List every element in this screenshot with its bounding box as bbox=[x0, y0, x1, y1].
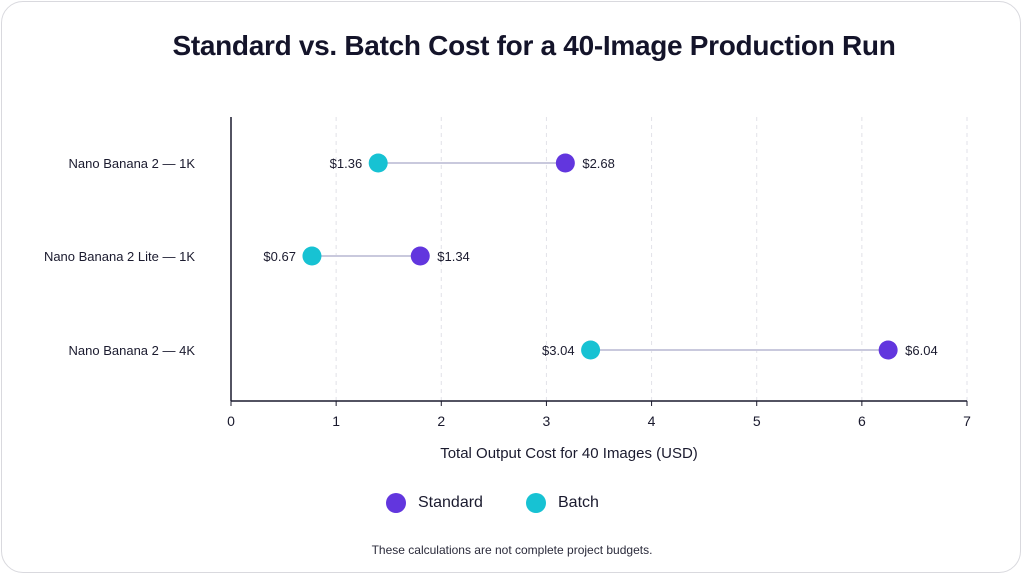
category-label: Nano Banana 2 — 4K bbox=[69, 343, 196, 358]
x-tick-label: 6 bbox=[858, 413, 866, 429]
x-tick-label: 4 bbox=[648, 413, 656, 429]
x-axis-title: Total Output Cost for 40 Images (USD) bbox=[440, 445, 698, 462]
x-tick-label: 0 bbox=[227, 413, 235, 429]
standard-value-label: $1.34 bbox=[437, 249, 470, 264]
legend-item-batch: Batch bbox=[526, 491, 599, 515]
x-tick-label: 1 bbox=[332, 413, 340, 429]
batch-value-label: $1.36 bbox=[330, 156, 363, 171]
x-tick-label: 7 bbox=[963, 413, 971, 429]
legend-item-standard: Standard bbox=[386, 491, 483, 515]
legend-batch-label: Batch bbox=[558, 494, 599, 511]
standard-point bbox=[555, 153, 575, 173]
legend-standard-label: Standard bbox=[418, 494, 483, 511]
batch-point bbox=[302, 246, 322, 266]
chart-plot: 0 1 2 3 4 5 6 7 Total Output Cost for 40 Images … bbox=[44, 117, 971, 462]
batch-value-label: $3.04 bbox=[542, 343, 575, 358]
legend-standard-dot bbox=[386, 493, 406, 513]
legend-batch-dot bbox=[526, 493, 546, 513]
batch-point bbox=[368, 153, 388, 173]
category-label: Nano Banana 2 Lite — 1K bbox=[44, 249, 195, 264]
chart-legend: Standard Batch bbox=[0, 491, 1024, 515]
batch-point bbox=[581, 340, 601, 360]
category-label: Nano Banana 2 — 1K bbox=[69, 156, 196, 171]
x-tick-label: 5 bbox=[753, 413, 761, 429]
footnote: These calculations are not complete proj… bbox=[371, 543, 653, 557]
standard-value-label: $6.04 bbox=[905, 343, 938, 358]
batch-value-label: $0.67 bbox=[263, 249, 296, 264]
standard-value-label: $2.68 bbox=[582, 156, 615, 171]
chart-title: Standard vs. Batch Cost for a 40-Image P… bbox=[172, 30, 896, 61]
x-tick-label: 3 bbox=[543, 413, 551, 429]
x-tick-label: 2 bbox=[437, 413, 445, 429]
standard-point bbox=[410, 246, 430, 266]
standard-point bbox=[878, 340, 898, 360]
